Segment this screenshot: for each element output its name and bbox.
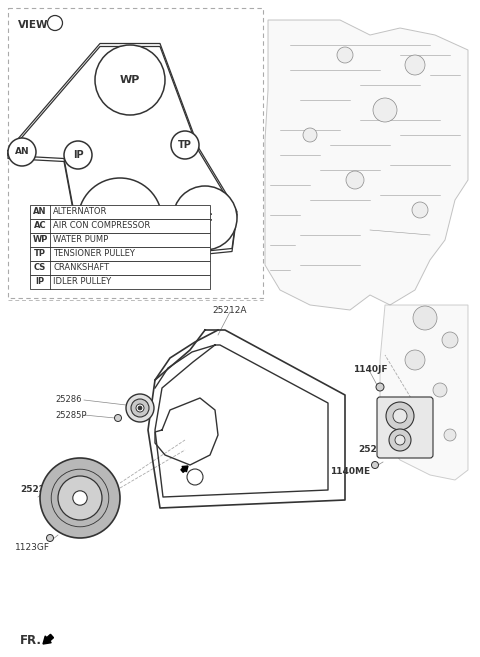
Text: CS: CS bbox=[112, 215, 128, 225]
Circle shape bbox=[393, 409, 407, 423]
Text: WP: WP bbox=[120, 75, 140, 85]
Circle shape bbox=[405, 350, 425, 370]
Circle shape bbox=[115, 415, 121, 422]
Text: A: A bbox=[192, 472, 198, 482]
Text: AIR CON COMPRESSOR: AIR CON COMPRESSOR bbox=[53, 221, 150, 231]
Circle shape bbox=[303, 128, 317, 142]
Circle shape bbox=[337, 47, 353, 63]
Circle shape bbox=[78, 178, 162, 262]
Circle shape bbox=[413, 306, 437, 330]
Bar bbox=[8, 8, 263, 298]
Text: 1140JF: 1140JF bbox=[353, 365, 387, 374]
FancyBboxPatch shape bbox=[377, 397, 433, 458]
FancyArrow shape bbox=[181, 466, 188, 472]
Circle shape bbox=[138, 406, 142, 410]
Circle shape bbox=[444, 429, 456, 441]
Circle shape bbox=[346, 171, 364, 189]
Circle shape bbox=[136, 404, 144, 412]
Circle shape bbox=[373, 98, 397, 122]
Circle shape bbox=[433, 383, 447, 397]
Circle shape bbox=[376, 383, 384, 391]
Bar bbox=[30, 219, 210, 233]
Text: CS: CS bbox=[34, 263, 46, 273]
Text: CRANKSHAFT: CRANKSHAFT bbox=[53, 263, 109, 273]
Text: IDLER PULLEY: IDLER PULLEY bbox=[53, 277, 111, 286]
Text: TP: TP bbox=[178, 140, 192, 150]
Polygon shape bbox=[265, 20, 468, 310]
Text: AN: AN bbox=[33, 208, 47, 217]
Text: A: A bbox=[51, 18, 59, 28]
Circle shape bbox=[8, 138, 36, 166]
Circle shape bbox=[411, 406, 429, 424]
Text: AC: AC bbox=[197, 213, 214, 223]
Bar bbox=[30, 233, 210, 247]
Text: 25212A: 25212A bbox=[213, 306, 247, 315]
Text: IP: IP bbox=[36, 277, 45, 286]
Bar bbox=[30, 261, 210, 275]
Circle shape bbox=[47, 535, 53, 541]
Text: 1140ME: 1140ME bbox=[330, 468, 370, 476]
Bar bbox=[30, 247, 210, 261]
Text: WP: WP bbox=[32, 235, 48, 244]
Text: TP: TP bbox=[34, 250, 46, 258]
Circle shape bbox=[58, 476, 102, 520]
Text: 25285P: 25285P bbox=[55, 411, 86, 420]
Circle shape bbox=[395, 435, 405, 445]
Circle shape bbox=[126, 394, 154, 422]
Bar bbox=[30, 205, 210, 219]
Text: VIEW: VIEW bbox=[18, 20, 48, 30]
Text: WATER PUMP: WATER PUMP bbox=[53, 235, 108, 244]
Text: AC: AC bbox=[34, 221, 46, 231]
Text: TENSIONER PULLEY: TENSIONER PULLEY bbox=[53, 250, 135, 258]
Bar bbox=[30, 275, 210, 289]
Text: FR.: FR. bbox=[20, 633, 42, 646]
Circle shape bbox=[95, 45, 165, 115]
Text: 25281: 25281 bbox=[358, 445, 389, 455]
Text: 25221: 25221 bbox=[20, 486, 51, 495]
Circle shape bbox=[73, 491, 87, 505]
Circle shape bbox=[131, 399, 149, 417]
Text: AN: AN bbox=[15, 148, 29, 156]
Circle shape bbox=[48, 16, 62, 30]
Circle shape bbox=[372, 461, 379, 468]
Circle shape bbox=[405, 55, 425, 75]
Circle shape bbox=[389, 429, 411, 451]
Text: IP: IP bbox=[72, 150, 84, 160]
Circle shape bbox=[173, 186, 237, 250]
Text: 25286: 25286 bbox=[55, 396, 82, 405]
FancyArrow shape bbox=[43, 634, 53, 644]
Circle shape bbox=[386, 402, 414, 430]
Circle shape bbox=[40, 458, 120, 538]
Text: 1123GF: 1123GF bbox=[15, 543, 50, 553]
Circle shape bbox=[171, 131, 199, 159]
Polygon shape bbox=[380, 305, 468, 480]
Circle shape bbox=[442, 332, 458, 348]
Circle shape bbox=[64, 141, 92, 169]
Circle shape bbox=[412, 202, 428, 218]
Text: ALTERNATOR: ALTERNATOR bbox=[53, 208, 108, 217]
Circle shape bbox=[187, 469, 203, 485]
